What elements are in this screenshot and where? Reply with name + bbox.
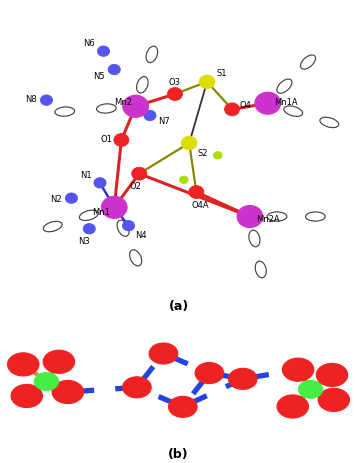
Text: N5: N5 bbox=[94, 72, 105, 81]
Circle shape bbox=[122, 221, 135, 232]
Text: O3: O3 bbox=[169, 78, 181, 87]
Circle shape bbox=[195, 363, 223, 384]
Circle shape bbox=[7, 353, 39, 376]
Circle shape bbox=[210, 375, 219, 382]
Text: (b): (b) bbox=[168, 447, 189, 460]
Circle shape bbox=[65, 194, 77, 204]
Circle shape bbox=[40, 96, 52, 106]
Circle shape bbox=[212, 366, 222, 373]
Text: Mn2A: Mn2A bbox=[256, 214, 280, 223]
Circle shape bbox=[298, 381, 323, 399]
Text: O2: O2 bbox=[129, 181, 141, 190]
Circle shape bbox=[189, 186, 204, 199]
Circle shape bbox=[52, 381, 84, 404]
Circle shape bbox=[11, 385, 42, 407]
Circle shape bbox=[169, 396, 197, 418]
Text: Mn1: Mn1 bbox=[92, 208, 110, 217]
Circle shape bbox=[149, 343, 178, 364]
Circle shape bbox=[34, 373, 59, 391]
Circle shape bbox=[149, 353, 158, 360]
Circle shape bbox=[108, 65, 120, 75]
Text: N7: N7 bbox=[158, 117, 169, 126]
Circle shape bbox=[167, 88, 182, 101]
Circle shape bbox=[318, 388, 350, 412]
Text: O1: O1 bbox=[100, 135, 112, 144]
Text: N1: N1 bbox=[81, 170, 92, 179]
Circle shape bbox=[199, 76, 215, 89]
Circle shape bbox=[101, 197, 127, 219]
Circle shape bbox=[123, 377, 151, 398]
Circle shape bbox=[245, 370, 255, 377]
Circle shape bbox=[180, 177, 188, 184]
Text: O4A: O4A bbox=[191, 201, 209, 210]
Circle shape bbox=[282, 358, 314, 382]
Text: S2: S2 bbox=[197, 149, 208, 157]
Circle shape bbox=[43, 350, 75, 374]
Text: N4: N4 bbox=[135, 230, 147, 239]
Circle shape bbox=[186, 401, 195, 408]
Circle shape bbox=[173, 409, 182, 416]
Text: Mn1A: Mn1A bbox=[274, 98, 297, 107]
Circle shape bbox=[97, 47, 110, 57]
Circle shape bbox=[213, 152, 222, 160]
Circle shape bbox=[129, 391, 138, 397]
Circle shape bbox=[144, 111, 156, 121]
Text: S1: S1 bbox=[217, 69, 227, 78]
Text: Mn2: Mn2 bbox=[114, 98, 132, 107]
Text: N6: N6 bbox=[83, 39, 94, 48]
Circle shape bbox=[316, 363, 348, 387]
Circle shape bbox=[94, 178, 106, 188]
Circle shape bbox=[165, 356, 175, 363]
Circle shape bbox=[247, 381, 256, 387]
Circle shape bbox=[114, 134, 129, 147]
Circle shape bbox=[237, 206, 263, 228]
Circle shape bbox=[132, 168, 147, 181]
Circle shape bbox=[228, 369, 257, 389]
Circle shape bbox=[255, 93, 281, 115]
Text: N3: N3 bbox=[78, 237, 90, 245]
Text: N8: N8 bbox=[26, 95, 37, 104]
Circle shape bbox=[123, 96, 149, 118]
Circle shape bbox=[83, 224, 95, 234]
Circle shape bbox=[124, 382, 133, 388]
Circle shape bbox=[277, 395, 308, 418]
Text: (a): (a) bbox=[169, 299, 188, 312]
Circle shape bbox=[181, 137, 197, 150]
Text: O4: O4 bbox=[240, 101, 252, 110]
Text: N2: N2 bbox=[51, 194, 62, 203]
Circle shape bbox=[225, 104, 240, 117]
